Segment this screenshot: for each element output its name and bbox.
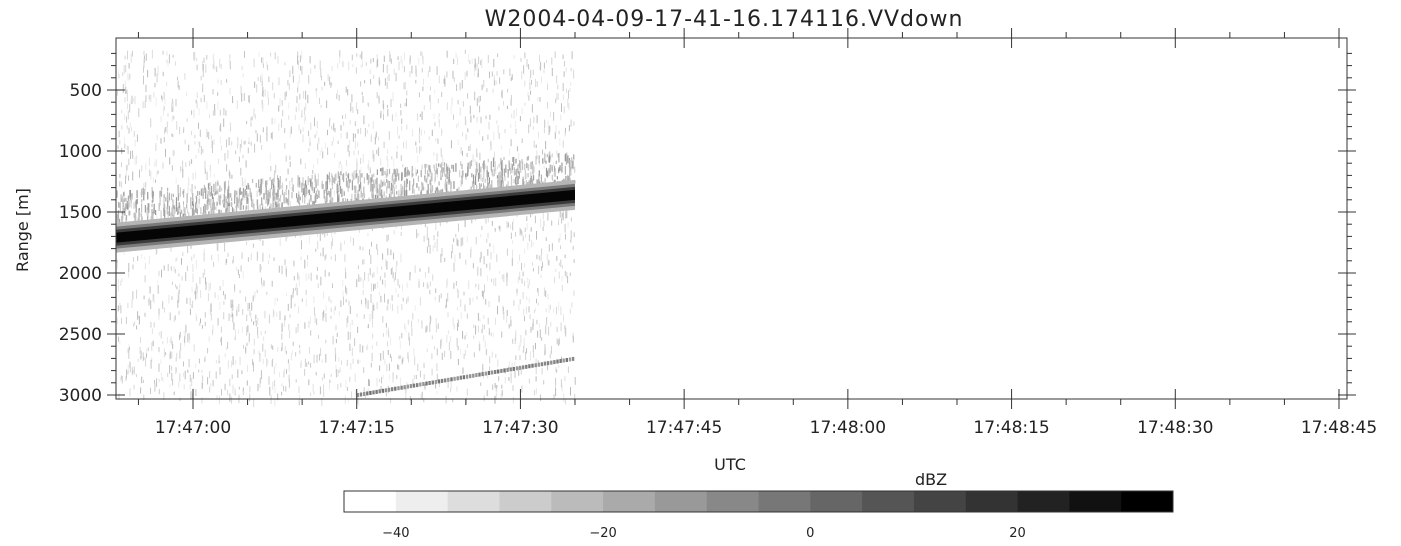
- x-tick-label: 17:47:30: [482, 418, 558, 438]
- colorbar-tick-label: 20: [1009, 526, 1026, 541]
- x-tick-label: 17:48:45: [1301, 418, 1377, 438]
- colorbar-swatch: [810, 491, 863, 512]
- y-tick-label: 1000: [59, 142, 102, 162]
- colorbar-label: dBZ: [915, 470, 947, 489]
- y-tick-label: 2500: [59, 325, 102, 345]
- colorbar-swatch: [1069, 491, 1122, 512]
- x-axis-label: UTC: [714, 455, 746, 474]
- colorbar-swatch: [499, 491, 552, 512]
- x-tick-label: 17:48:30: [1137, 418, 1213, 438]
- y-axis: 500 1000 1500 2000 2500 3000: [59, 52, 1356, 406]
- colorbar-frame: [343, 490, 1174, 513]
- x-tick-label: 17:47:45: [646, 418, 722, 438]
- colorbar-swatch: [395, 491, 449, 512]
- colorbar-swatch: [706, 491, 759, 512]
- x-tick-label: 17:47:00: [155, 418, 231, 438]
- multipath-echo: [356, 356, 575, 397]
- colorbar-swatch: [1017, 491, 1070, 512]
- plot-frame: [115, 37, 1348, 400]
- colorbar-swatch: [551, 491, 604, 512]
- x-tick-label: 17:47:15: [319, 418, 395, 438]
- colorbar-swatch: [862, 491, 915, 512]
- x-tick-label: 17:48:00: [810, 418, 886, 438]
- colorbar-tick-label: −40: [382, 526, 409, 541]
- x-tick-label: 17:48:15: [973, 418, 1049, 438]
- colorbar-swatch: [758, 491, 811, 512]
- colorbar: [343, 490, 1174, 513]
- chart-title: W2004-04-09-17-41-16.174116.VVdown: [485, 7, 964, 32]
- y-tick-label: 500: [70, 81, 102, 101]
- colorbar-swatch: [603, 491, 656, 512]
- colorbar-tick-label: 0: [806, 526, 814, 541]
- y-tick-label: 1500: [59, 203, 102, 223]
- colorbar-swatch: [447, 491, 500, 512]
- strong-echo-band: [116, 179, 575, 253]
- colorbar-ticks: −40 −20 0 20: [382, 526, 1026, 541]
- weak-echo-layer: [116, 152, 576, 229]
- noise-speckle: [116, 49, 576, 408]
- colorbar-swatch: [1121, 491, 1174, 512]
- colorbar-swatch: [654, 491, 708, 512]
- y-axis-label: Range [m]: [13, 188, 32, 272]
- colorbar-swatch: [344, 491, 397, 512]
- colorbar-tick-label: −20: [589, 526, 616, 541]
- x-axis: 17:47:00 17:47:15 17:47:30 17:47:45 17:48:00…: [137, 28, 1377, 438]
- y-tick-label: 2000: [59, 264, 102, 284]
- y-tick-label: 3000: [59, 386, 102, 406]
- colorbar-swatch: [913, 491, 967, 512]
- colorbar-swatch: [965, 491, 1019, 512]
- reflectivity-image: [116, 49, 576, 408]
